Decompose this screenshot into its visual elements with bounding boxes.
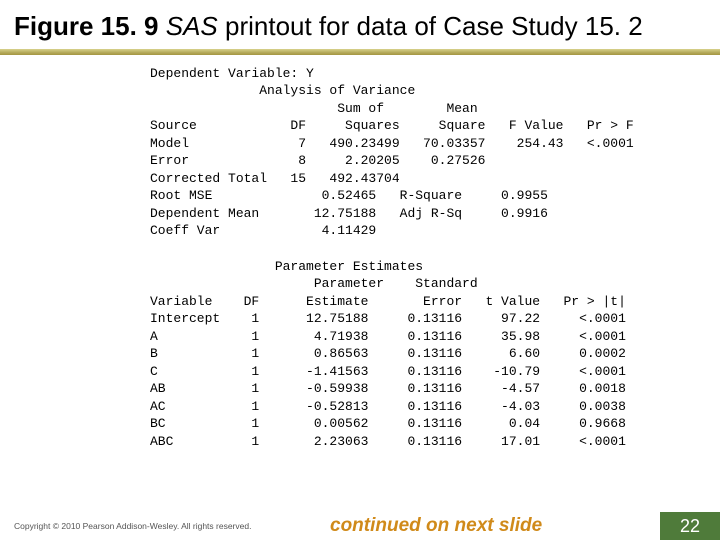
page-number: 22 (660, 512, 720, 540)
continued-text: continued on next slide (330, 515, 660, 537)
figure-label: Figure 15. 9 (14, 11, 159, 41)
title-rest: printout for data of Case Study 15. 2 (218, 11, 643, 41)
sas-printout: Dependent Variable: Y Analysis of Varian… (0, 55, 720, 451)
title-italic: SAS (166, 11, 218, 41)
slide-footer: Copyright © 2010 Pearson Addison-Wesley.… (0, 512, 720, 540)
copyright-text: Copyright © 2010 Pearson Addison-Wesley.… (0, 521, 330, 531)
slide-title: Figure 15. 9 SAS printout for data of Ca… (0, 0, 720, 47)
